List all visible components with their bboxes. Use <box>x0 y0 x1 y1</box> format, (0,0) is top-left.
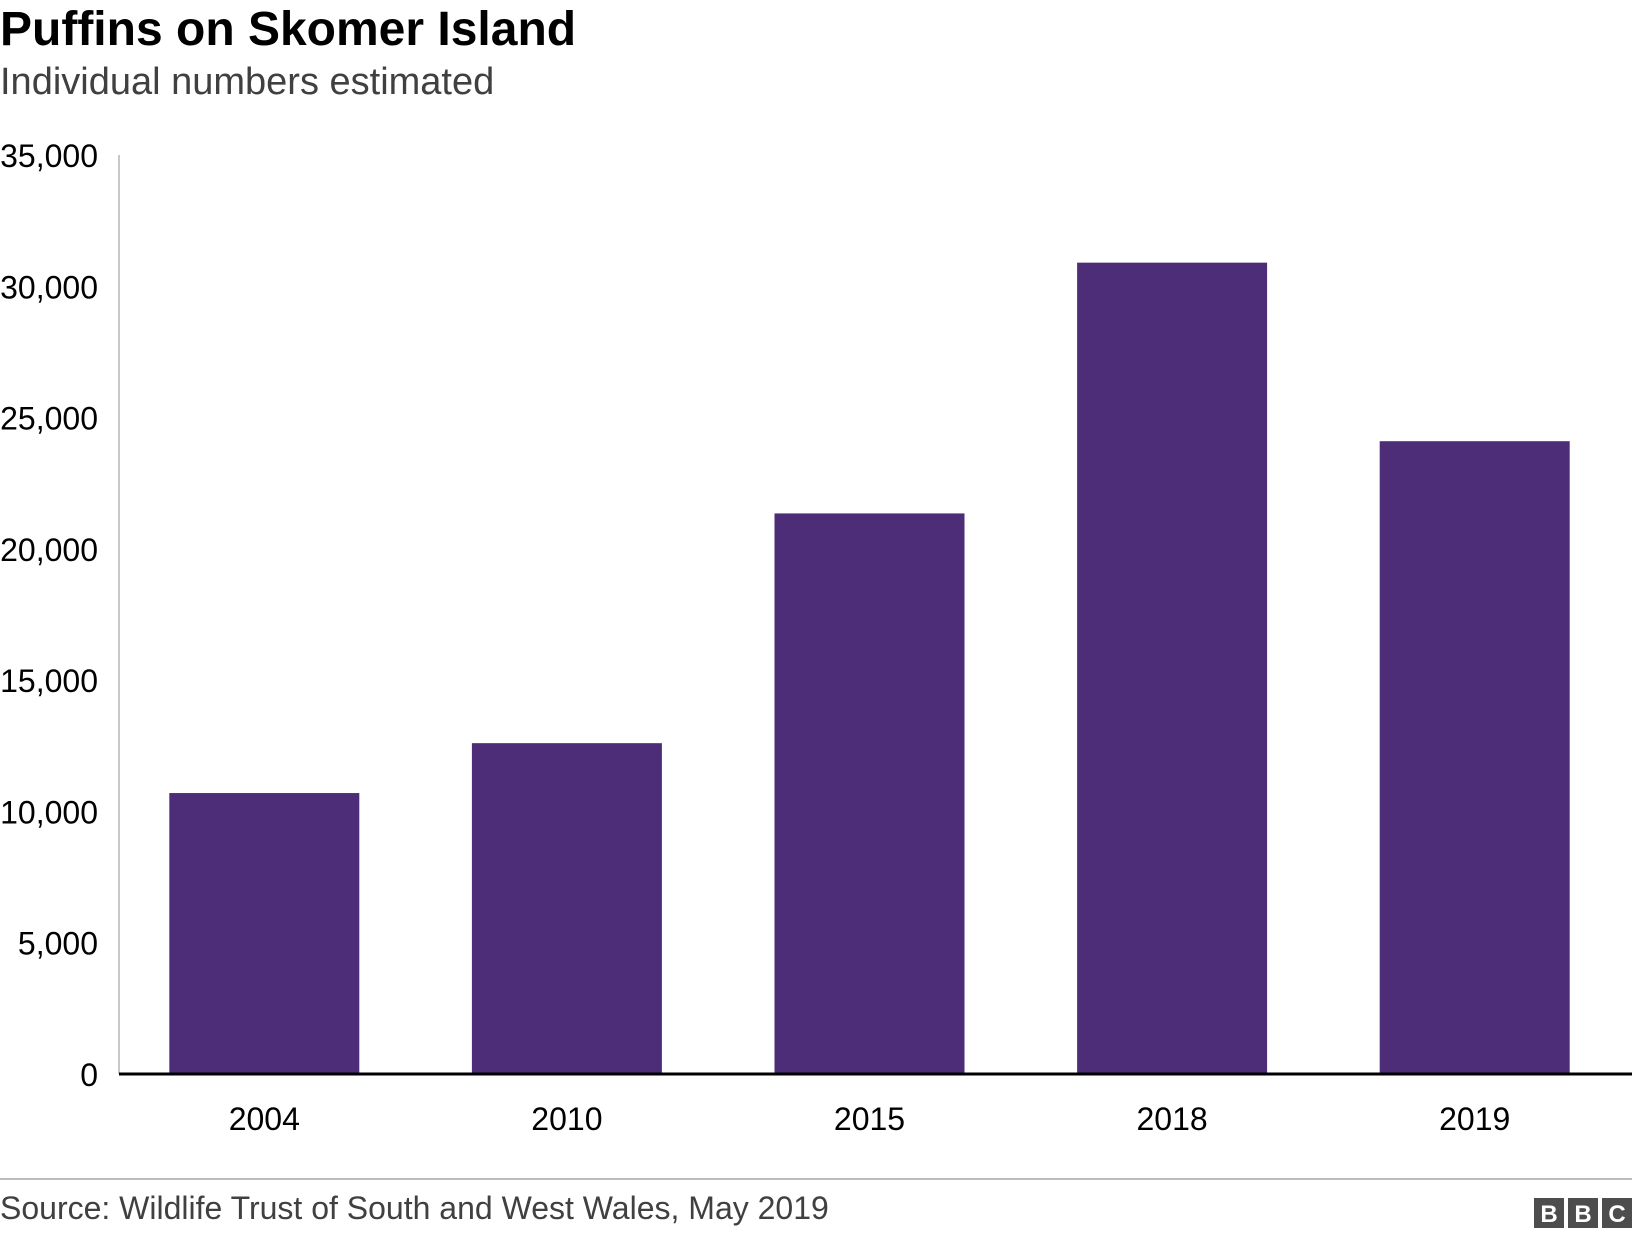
y-tick-label: 20,000 <box>0 532 98 568</box>
bbc-logo-letter: B <box>1540 1201 1557 1228</box>
bar-2004 <box>169 793 360 1074</box>
y-tick-label: 5,000 <box>18 926 98 962</box>
bar-2018 <box>1077 262 1268 1074</box>
y-tick-label: 30,000 <box>0 269 98 305</box>
svg-text:B: B <box>1540 1201 1557 1228</box>
bar-2010 <box>471 743 662 1074</box>
x-tick-label: 2018 <box>1137 1101 1208 1137</box>
x-tick-label: 2015 <box>834 1101 905 1137</box>
svg-text:B: B <box>1574 1201 1591 1228</box>
y-tick-label: 10,000 <box>0 794 98 830</box>
y-tick-label: 35,000 <box>0 138 98 174</box>
bbc-logo-letter: B <box>1574 1201 1591 1228</box>
chart-subtitle: Individual numbers estimated <box>0 61 495 103</box>
bars <box>169 262 1570 1074</box>
y-tick-label: 15,000 <box>0 663 98 699</box>
y-tick-label: 0 <box>80 1057 98 1093</box>
chart-title: Puffins on Skomer Island <box>0 3 577 56</box>
x-axis: 2004 2010 2015 2018 2019 <box>119 1072 1632 1137</box>
bar-2019 <box>1379 441 1570 1074</box>
bar-2015 <box>774 513 965 1074</box>
bar-chart: 0 5,000 10,000 15,000 20,000 25,000 30,000 35,0… <box>0 138 1632 1137</box>
bbc-logo-block: B <box>1534 1198 1564 1228</box>
bbc-logo-block: B <box>1568 1198 1598 1228</box>
x-tick-label: 2010 <box>531 1101 602 1137</box>
footer-divider <box>0 1178 1632 1180</box>
source-note: Source: Wildlife Trust of South and West… <box>0 1190 829 1226</box>
x-tick-label: 2004 <box>229 1101 300 1137</box>
svg-text:C: C <box>1608 1201 1625 1228</box>
bbc-logo-letter: C <box>1608 1201 1625 1228</box>
y-tick-label: 25,000 <box>0 401 98 437</box>
y-axis: 0 5,000 10,000 15,000 20,000 25,000 30,000 35,0… <box>0 138 120 1093</box>
x-tick-label: 2019 <box>1439 1101 1510 1137</box>
bbc-logo-block: C <box>1602 1198 1632 1228</box>
